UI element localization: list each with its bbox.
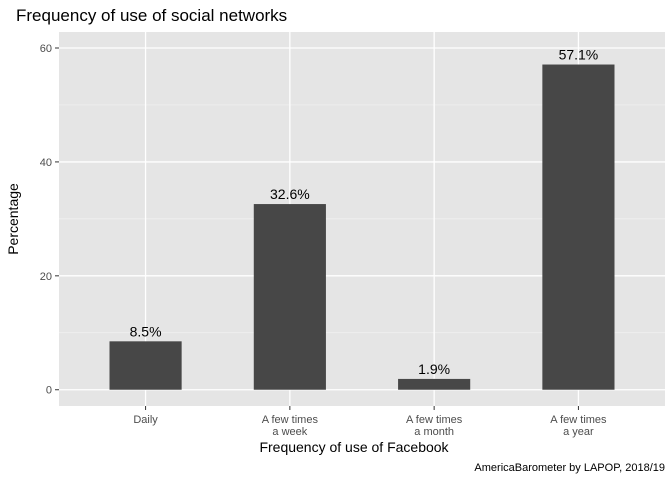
bar-value-label: 32.6% (270, 186, 310, 202)
x-tick-label-line: A few times (550, 414, 607, 426)
y-tick-label: 60 (40, 43, 52, 55)
x-tick-label-line: Daily (133, 414, 158, 426)
bar (253, 204, 326, 390)
chart-title: Frequency of use of social networks (16, 6, 287, 25)
bar (398, 378, 471, 390)
bar-labels: 8.5% 32.6% 1.9% 57.1% (130, 47, 599, 377)
x-axis-title: Frequency of use of Facebook (259, 439, 449, 455)
x-tick-label-line: a month (414, 426, 454, 438)
bar (109, 341, 182, 390)
x-tick-label: Daily (133, 414, 158, 426)
x-tick-label-line: a week (272, 426, 307, 438)
x-tick-label-line: A few times (406, 414, 463, 426)
bar (542, 64, 615, 390)
x-tick-label: A few times a month (406, 414, 463, 438)
x-tick-label: A few times a week (262, 414, 319, 438)
y-tick-label: 0 (46, 385, 52, 397)
x-tick-label: A few times a year (550, 414, 607, 438)
chart-caption: AmericaBarometer by LAPOP, 2018/19 (474, 462, 665, 474)
bar-value-label: 1.9% (418, 361, 450, 377)
y-axis: 0 20 40 60 (40, 43, 59, 397)
y-tick-label: 40 (40, 157, 52, 169)
y-tick-label: 20 (40, 271, 52, 283)
y-axis-title: Percentage (5, 183, 21, 255)
bars (109, 64, 615, 390)
x-tick-label-line: A few times (262, 414, 319, 426)
bar-value-label: 8.5% (130, 323, 162, 339)
bar-value-label: 57.1% (559, 47, 599, 63)
x-tick-label-line: a year (563, 426, 594, 438)
